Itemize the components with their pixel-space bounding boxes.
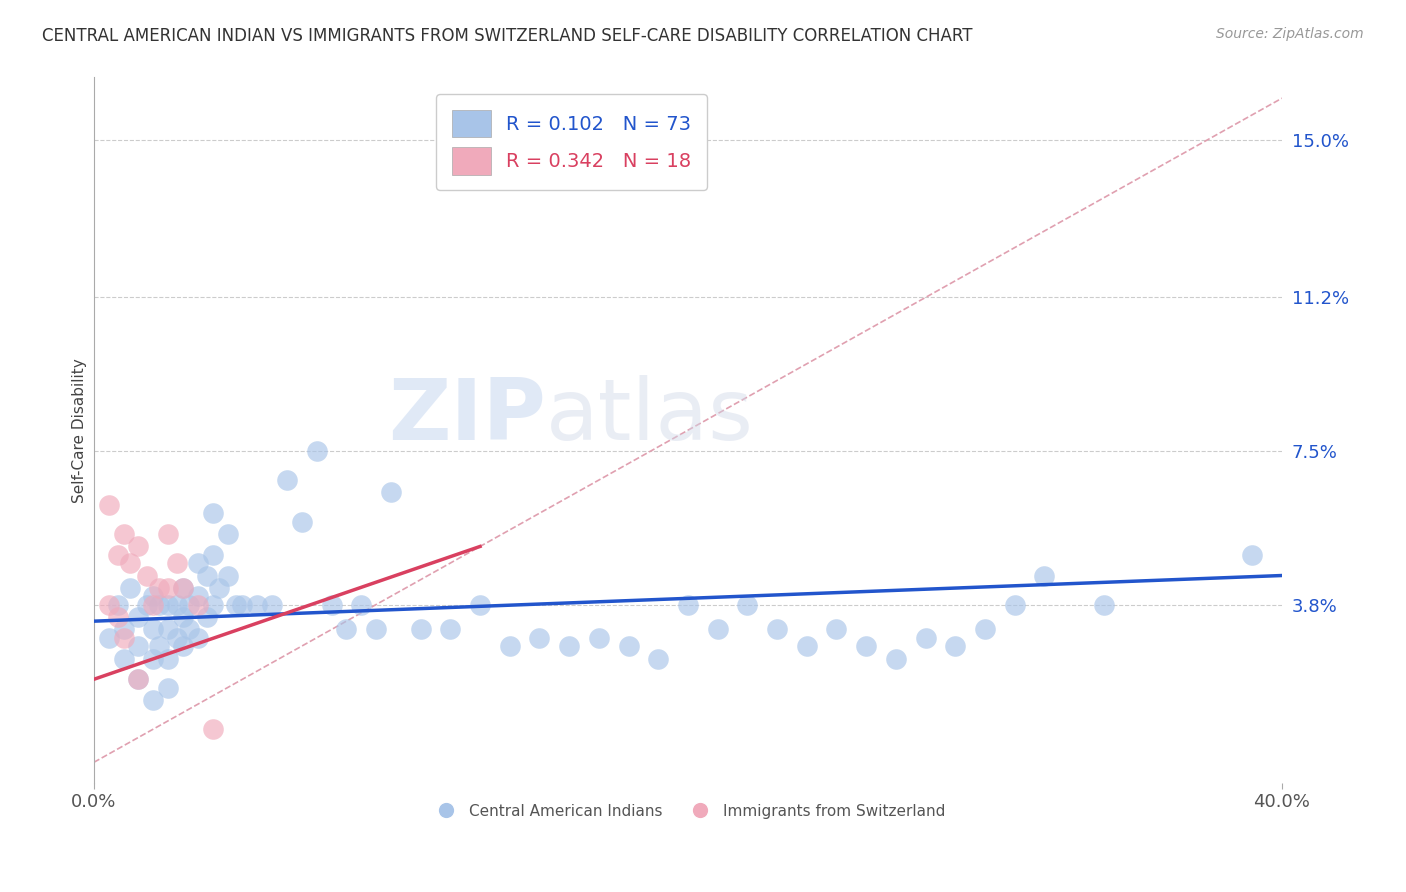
Point	[201, 548, 224, 562]
Point	[617, 639, 640, 653]
Point	[166, 556, 188, 570]
Point	[127, 610, 149, 624]
Point	[201, 722, 224, 736]
Point	[217, 568, 239, 582]
Point	[157, 651, 180, 665]
Point	[499, 639, 522, 653]
Point	[157, 681, 180, 695]
Point	[177, 623, 200, 637]
Point	[439, 623, 461, 637]
Point	[766, 623, 789, 637]
Point	[112, 651, 135, 665]
Point	[305, 444, 328, 458]
Text: atlas: atlas	[546, 375, 754, 458]
Point	[276, 473, 298, 487]
Point	[974, 623, 997, 637]
Point	[588, 631, 610, 645]
Point	[825, 623, 848, 637]
Point	[127, 673, 149, 687]
Point	[136, 568, 159, 582]
Point	[1033, 568, 1056, 582]
Point	[737, 598, 759, 612]
Point	[409, 623, 432, 637]
Point	[166, 598, 188, 612]
Point	[157, 623, 180, 637]
Point	[142, 589, 165, 603]
Point	[136, 598, 159, 612]
Point	[97, 631, 120, 645]
Point	[127, 639, 149, 653]
Point	[172, 581, 194, 595]
Point	[187, 589, 209, 603]
Point	[127, 673, 149, 687]
Point	[187, 631, 209, 645]
Point	[148, 639, 170, 653]
Point	[855, 639, 877, 653]
Point	[350, 598, 373, 612]
Point	[142, 623, 165, 637]
Point	[187, 598, 209, 612]
Point	[335, 623, 357, 637]
Point	[884, 651, 907, 665]
Point	[172, 610, 194, 624]
Point	[112, 527, 135, 541]
Point	[142, 598, 165, 612]
Point	[172, 639, 194, 653]
Text: ZIP: ZIP	[388, 375, 546, 458]
Point	[157, 581, 180, 595]
Point	[166, 631, 188, 645]
Point	[1092, 598, 1115, 612]
Point	[177, 598, 200, 612]
Point	[262, 598, 284, 612]
Point	[217, 527, 239, 541]
Point	[148, 598, 170, 612]
Point	[208, 581, 231, 595]
Legend: Central American Indians, Immigrants from Switzerland: Central American Indians, Immigrants fro…	[425, 797, 952, 825]
Point	[157, 527, 180, 541]
Point	[127, 540, 149, 554]
Point	[201, 506, 224, 520]
Point	[142, 693, 165, 707]
Point	[118, 556, 141, 570]
Y-axis label: Self-Care Disability: Self-Care Disability	[72, 358, 87, 502]
Point	[97, 498, 120, 512]
Point	[647, 651, 669, 665]
Point	[943, 639, 966, 653]
Point	[291, 515, 314, 529]
Point	[107, 598, 129, 612]
Point	[676, 598, 699, 612]
Point	[914, 631, 936, 645]
Point	[321, 598, 343, 612]
Point	[107, 610, 129, 624]
Point	[380, 485, 402, 500]
Point	[796, 639, 818, 653]
Point	[529, 631, 551, 645]
Point	[195, 568, 218, 582]
Text: CENTRAL AMERICAN INDIAN VS IMMIGRANTS FROM SWITZERLAND SELF-CARE DISABILITY CORR: CENTRAL AMERICAN INDIAN VS IMMIGRANTS FR…	[42, 27, 973, 45]
Point	[118, 581, 141, 595]
Point	[364, 623, 387, 637]
Point	[172, 581, 194, 595]
Point	[231, 598, 253, 612]
Text: Source: ZipAtlas.com: Source: ZipAtlas.com	[1216, 27, 1364, 41]
Point	[112, 623, 135, 637]
Point	[195, 610, 218, 624]
Point	[97, 598, 120, 612]
Point	[246, 598, 269, 612]
Point	[148, 581, 170, 595]
Point	[468, 598, 491, 612]
Point	[107, 548, 129, 562]
Point	[225, 598, 247, 612]
Point	[187, 556, 209, 570]
Point	[142, 651, 165, 665]
Point	[1241, 548, 1264, 562]
Point	[1004, 598, 1026, 612]
Point	[201, 598, 224, 612]
Point	[112, 631, 135, 645]
Point	[558, 639, 581, 653]
Point	[706, 623, 728, 637]
Point	[157, 598, 180, 612]
